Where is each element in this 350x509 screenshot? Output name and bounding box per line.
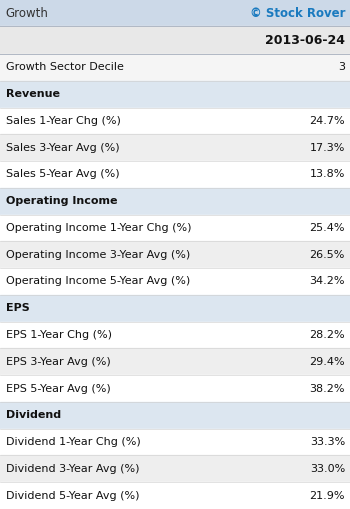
Text: Operating Income 5-Year Avg (%): Operating Income 5-Year Avg (%) xyxy=(6,276,190,287)
Text: Dividend: Dividend xyxy=(6,410,61,420)
Bar xyxy=(0,161,350,188)
Bar xyxy=(0,295,350,322)
Bar xyxy=(0,482,350,509)
Bar xyxy=(0,0,350,26)
Text: Dividend 3-Year Avg (%): Dividend 3-Year Avg (%) xyxy=(6,464,140,474)
Text: EPS 3-Year Avg (%): EPS 3-Year Avg (%) xyxy=(6,357,111,367)
Text: Sales 1-Year Chg (%): Sales 1-Year Chg (%) xyxy=(6,116,121,126)
Bar xyxy=(0,54,350,81)
Bar xyxy=(0,107,350,134)
Bar xyxy=(0,322,350,349)
Bar xyxy=(0,26,350,54)
Text: 25.4%: 25.4% xyxy=(309,223,345,233)
Text: 33.3%: 33.3% xyxy=(310,437,345,447)
Text: Operating Income 1-Year Chg (%): Operating Income 1-Year Chg (%) xyxy=(6,223,191,233)
Text: Sales 5-Year Avg (%): Sales 5-Year Avg (%) xyxy=(6,169,120,180)
Bar xyxy=(0,429,350,456)
Text: Dividend 5-Year Avg (%): Dividend 5-Year Avg (%) xyxy=(6,491,140,501)
Text: Dividend 1-Year Chg (%): Dividend 1-Year Chg (%) xyxy=(6,437,141,447)
Bar xyxy=(0,402,350,429)
Text: Growth Sector Decile: Growth Sector Decile xyxy=(6,63,124,72)
Text: 24.7%: 24.7% xyxy=(309,116,345,126)
Text: 29.4%: 29.4% xyxy=(309,357,345,367)
Text: 38.2%: 38.2% xyxy=(309,384,345,393)
Bar xyxy=(0,241,350,268)
Text: EPS: EPS xyxy=(6,303,30,313)
Text: Operating Income: Operating Income xyxy=(6,196,118,206)
Text: 33.0%: 33.0% xyxy=(310,464,345,474)
Bar xyxy=(0,456,350,482)
Text: 3: 3 xyxy=(338,63,345,72)
Text: © Stock Rover: © Stock Rover xyxy=(251,7,346,19)
Text: 17.3%: 17.3% xyxy=(310,143,345,153)
Bar xyxy=(0,268,350,295)
Text: Growth: Growth xyxy=(5,7,48,19)
Text: 28.2%: 28.2% xyxy=(309,330,345,340)
Text: 2013-06-24: 2013-06-24 xyxy=(265,34,345,46)
Bar xyxy=(0,375,350,402)
Bar xyxy=(0,188,350,215)
Text: 34.2%: 34.2% xyxy=(309,276,345,287)
Text: EPS 5-Year Avg (%): EPS 5-Year Avg (%) xyxy=(6,384,111,393)
Text: Sales 3-Year Avg (%): Sales 3-Year Avg (%) xyxy=(6,143,120,153)
Text: 13.8%: 13.8% xyxy=(310,169,345,180)
Text: Operating Income 3-Year Avg (%): Operating Income 3-Year Avg (%) xyxy=(6,250,190,260)
Text: EPS 1-Year Chg (%): EPS 1-Year Chg (%) xyxy=(6,330,112,340)
Bar xyxy=(0,134,350,161)
Bar xyxy=(0,81,350,107)
Bar xyxy=(0,215,350,241)
Text: 26.5%: 26.5% xyxy=(310,250,345,260)
Text: 21.9%: 21.9% xyxy=(309,491,345,501)
Text: Revenue: Revenue xyxy=(6,89,60,99)
Bar xyxy=(0,349,350,375)
